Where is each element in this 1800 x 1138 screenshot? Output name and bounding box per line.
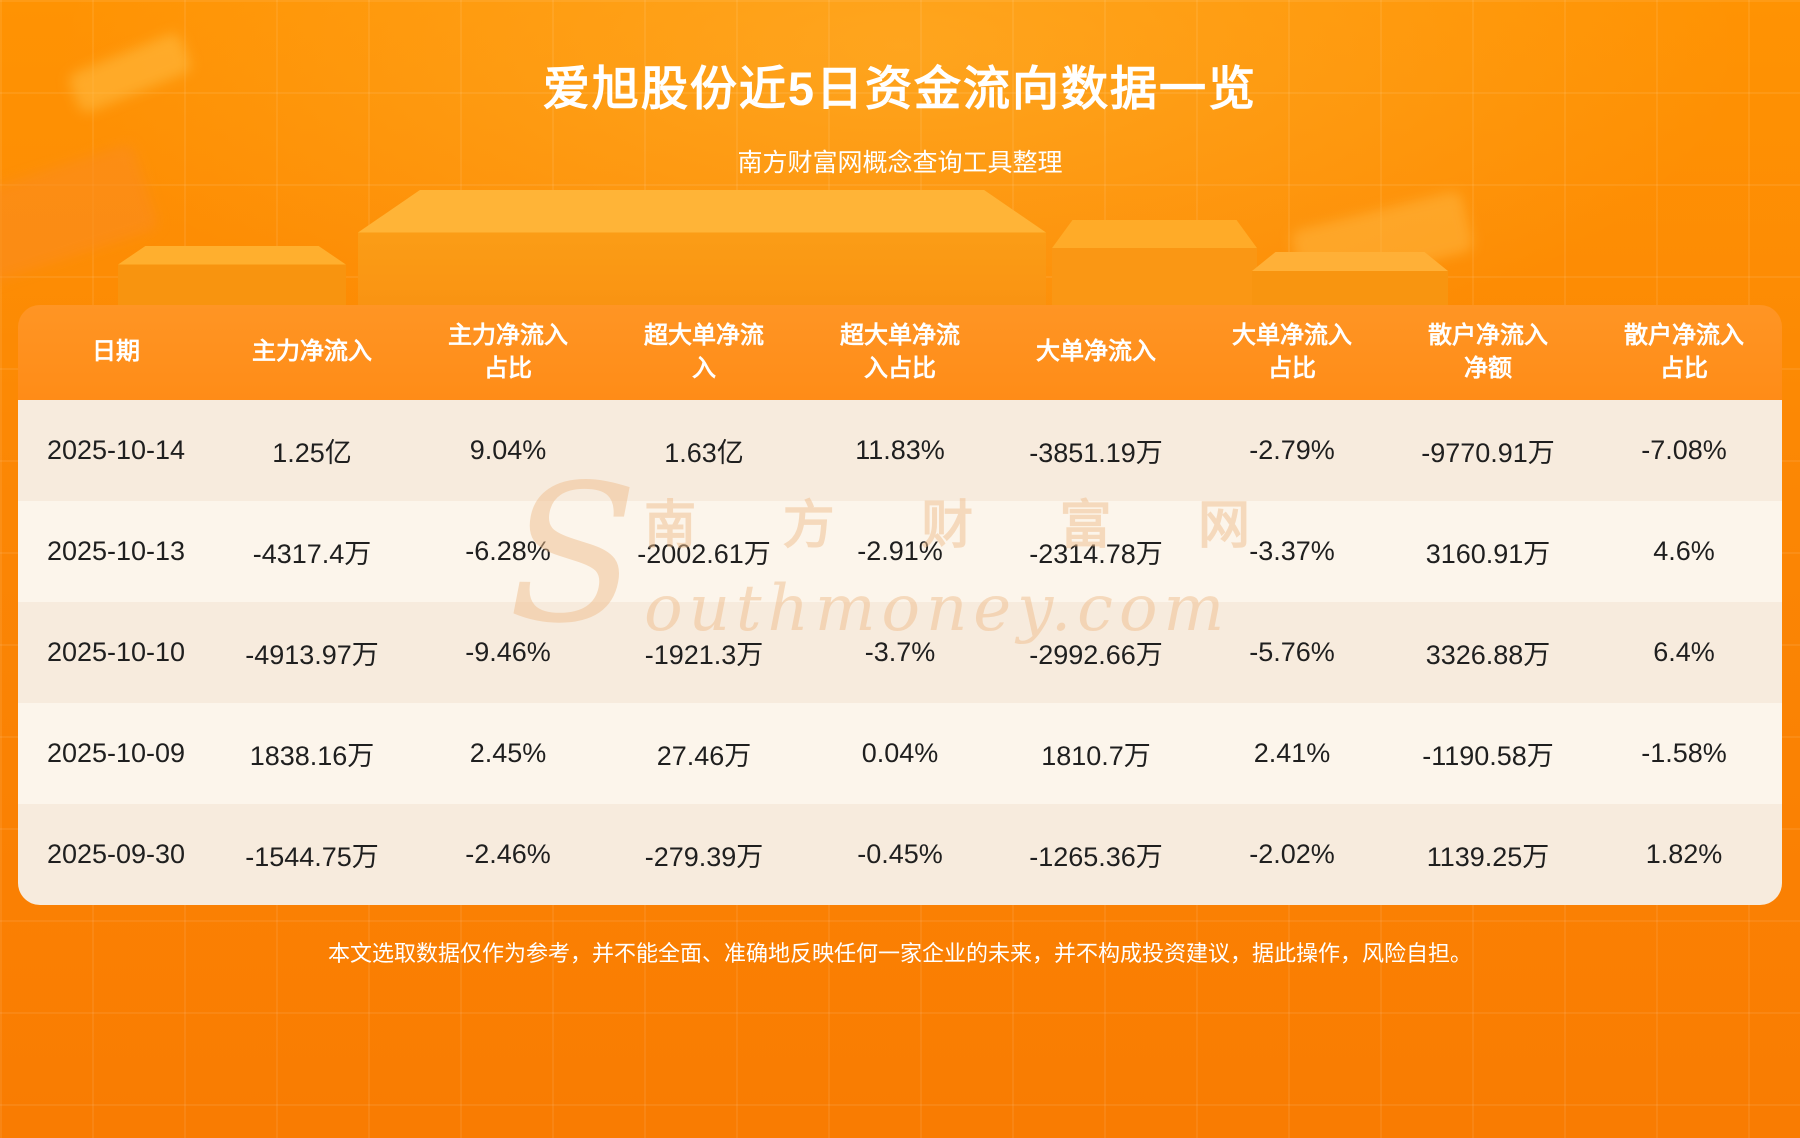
- table-row: 2025-10-10 -4913.97万 -9.46% -1921.3万 -3.7% -2…: [18, 602, 1782, 703]
- value-cell: -1921.3万: [644, 640, 764, 670]
- footer-disclaimer: 本文选取数据仅作为参考，并不能全面、准确地反映任何一家企业的未来，并不构成投资建…: [327, 941, 1472, 966]
- stage-decoration: [1052, 220, 1257, 308]
- value-cell: -3.7%: [864, 637, 936, 667]
- value-cell: 3326.88万: [1425, 640, 1551, 670]
- value-cell: 11.83%: [855, 435, 945, 465]
- fund-flow-table: 日期 主力净流入 主力净流入占比 超大单净流入 超大单净流入占比 大单净流入 大单净流入占比…: [18, 305, 1782, 905]
- value-cell: -279.39万: [644, 842, 764, 872]
- value-cell: 2.41%: [1253, 738, 1331, 768]
- column-header: 日期: [92, 338, 140, 366]
- value-cell: -1190.58万: [1422, 741, 1554, 771]
- column-header: 超大单净流入占比: [840, 322, 960, 382]
- value-cell: 1838.16万: [249, 741, 375, 771]
- value-cell: -3.37%: [1249, 536, 1335, 566]
- column-header: 大单净流入占比: [1232, 322, 1352, 382]
- value-cell: -4913.97万: [245, 640, 379, 670]
- value-cell: 9.04%: [469, 435, 547, 465]
- table-row: 2025-09-30 -1544.75万 -2.46% -279.39万 -0.45% -…: [18, 804, 1782, 905]
- table-row: 2025-10-13 -4317.4万 -6.28% -2002.61万 -2.91% -…: [18, 501, 1782, 602]
- value-cell: 27.46万: [656, 741, 752, 771]
- value-cell: -3851.19万: [1029, 438, 1163, 468]
- date-cell: 2025-10-14: [46, 435, 186, 465]
- value-cell: 1810.7万: [1041, 741, 1151, 771]
- table-body: 2025-10-14 1.25亿 9.04% 1.63亿 11.83% -3851.19万…: [18, 400, 1782, 905]
- column-header: 大单净流入: [1036, 338, 1156, 366]
- value-cell: -5.76%: [1249, 637, 1335, 667]
- value-cell: 6.4%: [1653, 637, 1715, 667]
- value-cell: -7.08%: [1641, 435, 1727, 465]
- value-cell: 1.25亿: [272, 438, 352, 468]
- value-cell: -2992.66万: [1029, 640, 1163, 670]
- value-cell: -2002.61万: [637, 539, 771, 569]
- value-cell: -2314.78万: [1029, 539, 1163, 569]
- value-cell: -4317.4万: [252, 539, 372, 569]
- value-cell: 3160.91万: [1425, 539, 1551, 569]
- value-cell: -0.45%: [857, 839, 943, 869]
- value-cell: 1139.25万: [1426, 842, 1550, 872]
- value-cell: 2.45%: [469, 738, 547, 768]
- value-cell: -2.46%: [465, 839, 551, 869]
- column-header: 主力净流入: [252, 338, 372, 366]
- column-header: 主力净流入占比: [448, 322, 568, 382]
- value-cell: 4.6%: [1653, 536, 1715, 566]
- value-cell: -2.91%: [857, 536, 943, 566]
- value-cell: -9.46%: [465, 637, 551, 667]
- value-cell: -1265.36万: [1029, 842, 1163, 872]
- value-cell: -1.58%: [1641, 738, 1727, 768]
- value-cell: 0.04%: [861, 738, 939, 768]
- table-row: 2025-10-09 1838.16万 2.45% 27.46万 0.04% 1810.7…: [18, 703, 1782, 804]
- page-subtitle: 南方财富网概念查询工具整理: [737, 149, 1063, 177]
- value-cell: -9770.91万: [1421, 438, 1555, 468]
- date-cell: 2025-09-30: [46, 839, 186, 869]
- value-cell: -2.02%: [1249, 839, 1335, 869]
- value-cell: -6.28%: [465, 536, 551, 566]
- stage-decoration: [118, 246, 346, 308]
- column-header: 超大单净流入: [644, 322, 764, 382]
- value-cell: -2.79%: [1249, 435, 1335, 465]
- date-cell: 2025-10-10: [46, 637, 186, 667]
- table-row: 2025-10-14 1.25亿 9.04% 1.63亿 11.83% -3851.19万…: [18, 400, 1782, 501]
- date-cell: 2025-10-13: [46, 536, 186, 566]
- table-header-row: 日期 主力净流入 主力净流入占比 超大单净流入 超大单净流入占比 大单净流入 大单净流入占比…: [18, 305, 1782, 400]
- page-title: 爱旭股份近5日资金流向数据一览: [542, 62, 1258, 115]
- value-cell: 1.63亿: [664, 438, 744, 468]
- date-cell: 2025-10-09: [46, 738, 186, 768]
- value-cell: -1544.75万: [245, 842, 379, 872]
- stage-decoration: [1252, 252, 1448, 308]
- column-header: 散户净流入占比: [1624, 322, 1744, 382]
- column-header: 散户净流入净额: [1428, 322, 1548, 382]
- value-cell: 1.82%: [1645, 839, 1723, 869]
- decorative-streak: [1290, 189, 1475, 293]
- stage-decoration: [358, 190, 1046, 308]
